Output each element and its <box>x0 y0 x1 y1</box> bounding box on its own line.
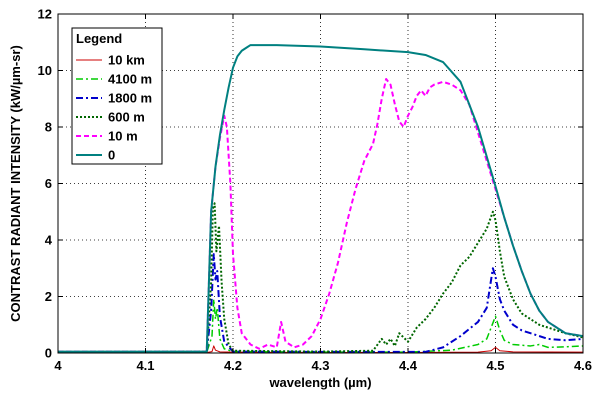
legend-label: 4100 m <box>108 72 152 87</box>
x-tick-label: 4.4 <box>399 358 418 373</box>
legend-title: Legend <box>76 31 122 46</box>
legend-label: 10 km <box>108 53 145 68</box>
legend-label: 0 <box>108 148 115 163</box>
y-tick-label: 6 <box>45 176 52 191</box>
x-tick-label: 4.1 <box>136 358 154 373</box>
y-tick-label: 2 <box>45 289 52 304</box>
x-axis-title: wavelength (µm) <box>268 375 371 390</box>
legend-box <box>71 27 163 165</box>
legend: Legend 10 km 4100 m 1800 m 600 m 10 m 0 <box>71 27 163 165</box>
series-line-1800-m <box>57 253 584 354</box>
y-tick-label: 12 <box>38 7 52 22</box>
x-tick-label: 4.6 <box>574 358 592 373</box>
x-tick-label: 4.2 <box>224 358 242 373</box>
legend-label: 10 m <box>108 129 138 144</box>
y-tick-label: 4 <box>45 233 53 248</box>
y-tick-label: 10 <box>38 63 52 78</box>
y-axis-title: CONTRAST RADIANT INTENSITY (kW/µm-sr) <box>8 45 23 322</box>
series-line-10-m <box>58 77 584 353</box>
y-tick-label: 0 <box>45 346 52 361</box>
x-tick-label: 4.5 <box>486 358 504 373</box>
x-tick-label: 4.3 <box>311 358 329 373</box>
x-tick-label: 4 <box>54 358 62 373</box>
axis-ticks: 4 4.1 4.2 4.3 4.4 4.5 4.6 0 2 4 6 8 10 12 <box>38 7 593 374</box>
series-line-600-m <box>57 202 584 353</box>
legend-label: 600 m <box>108 110 145 125</box>
y-tick-label: 8 <box>45 120 52 135</box>
series-line-0 <box>58 44 584 353</box>
series-line-4100-m <box>57 298 584 354</box>
legend-label: 1800 m <box>108 91 152 106</box>
